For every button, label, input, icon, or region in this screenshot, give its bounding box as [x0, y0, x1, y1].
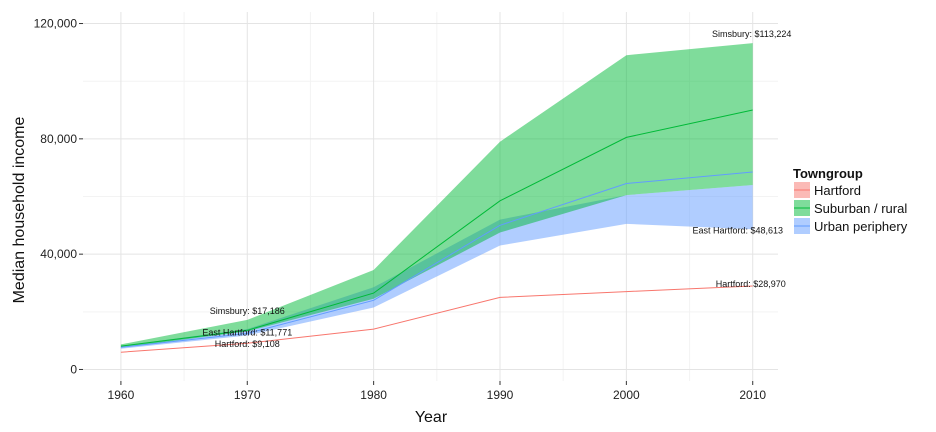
- annotation-label: Hartford: $28,970: [716, 279, 786, 289]
- ribbon-bands: [120, 43, 753, 349]
- annotation-label: Simsbury: $17,186: [210, 306, 285, 316]
- legend-label-urban-periphery: Urban periphery: [814, 219, 908, 234]
- x-axis-title: Year: [415, 409, 448, 426]
- x-tick-label: 1970: [234, 388, 261, 402]
- legend-label-suburban-rural: Suburban / rural: [814, 201, 907, 216]
- x-tick-label: 1960: [108, 388, 135, 402]
- y-axis-title: Median household income: [11, 117, 28, 304]
- line-hartford: [120, 285, 753, 353]
- y-tick-label: 120,000: [34, 17, 78, 31]
- band-suburban-rural: [120, 43, 753, 348]
- band-urban-periphery: [120, 185, 753, 349]
- x-axis: 1960 1970 1980 1990 2000 2010: [108, 381, 766, 402]
- legend-title: Towngroup: [793, 166, 863, 181]
- legend-label-hartford: Hartford: [814, 183, 861, 198]
- annotation-label: Simsbury: $113,224: [712, 29, 791, 39]
- annotation-label: East Hartford: $48,613: [692, 225, 783, 235]
- annotations: Simsbury: $113,224 Simsbury: $17,186 East …: [202, 29, 791, 349]
- x-tick-label: 2010: [739, 388, 766, 402]
- x-tick-label: 1990: [487, 388, 514, 402]
- x-tick-label: 1980: [360, 388, 387, 402]
- y-tick-label: 40,000: [40, 247, 77, 261]
- line-urban-periphery: [120, 171, 753, 348]
- y-tick-label: 80,000: [40, 132, 77, 146]
- median-lines: [120, 109, 753, 353]
- line-suburban-rural: [120, 109, 753, 347]
- x-tick-label: 2000: [613, 388, 640, 402]
- annotation-label: Hartford: $9,108: [215, 339, 280, 349]
- legend: Towngroup Hartford Suburban / rural Urban …: [793, 166, 908, 234]
- annotation-label: East Hartford: $11,771: [202, 328, 292, 338]
- y-tick-label: 0: [70, 362, 77, 376]
- y-axis: 0 40,000 80,000 120,000: [34, 17, 83, 376]
